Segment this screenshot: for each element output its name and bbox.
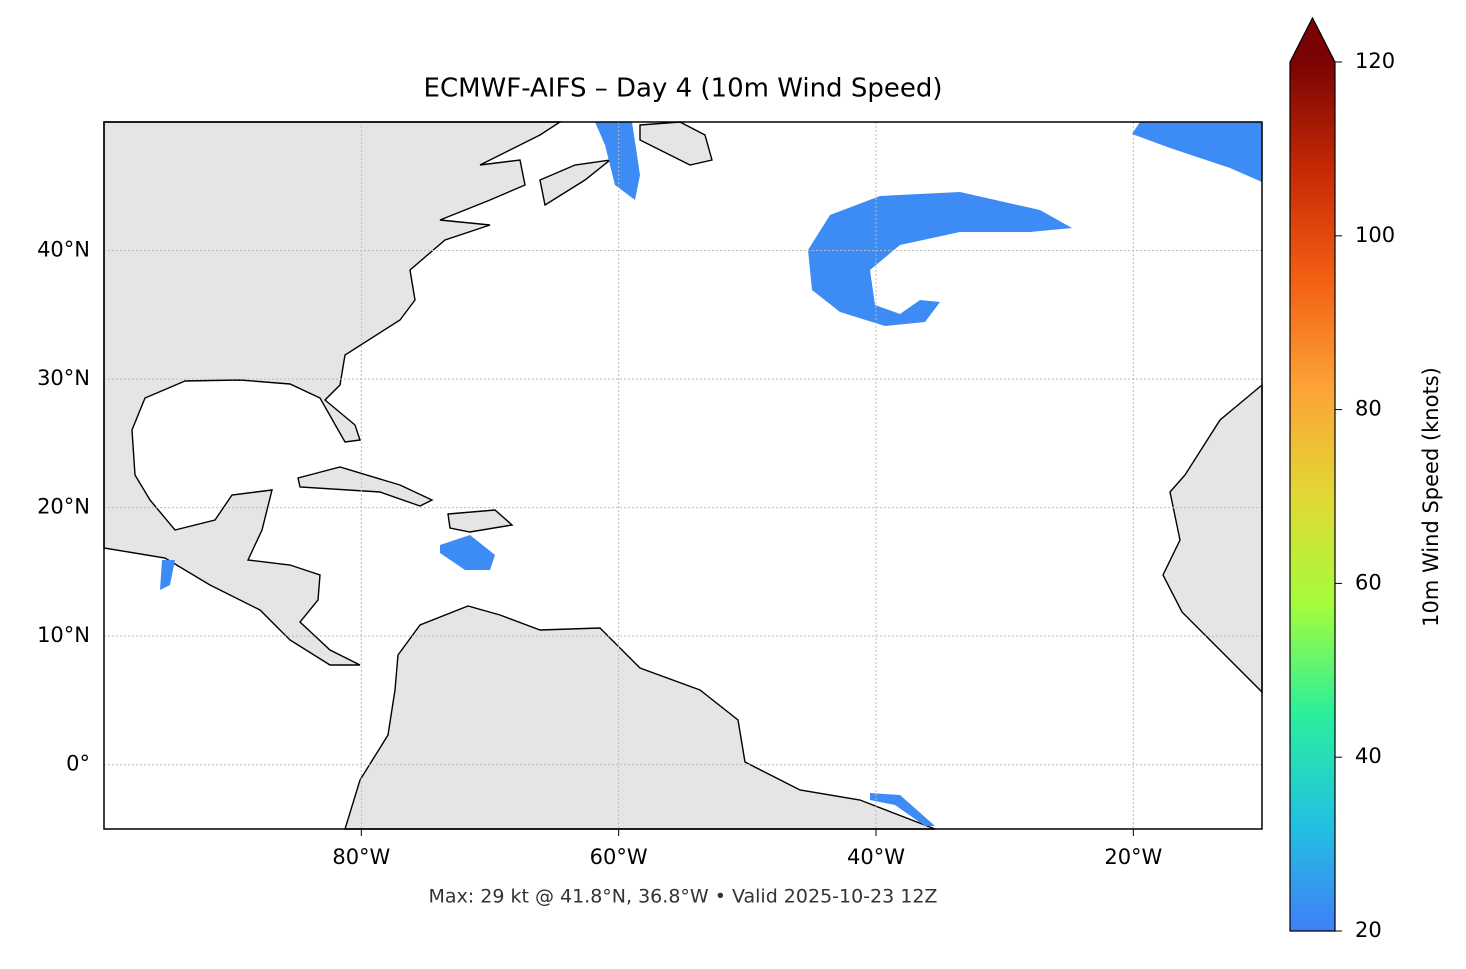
colorbar-tick-label: 80 [1355, 397, 1382, 421]
x-tick-label: 60°W [590, 845, 648, 869]
title: ECMWF-AIFS – Day 4 (10m Wind Speed) [424, 74, 943, 104]
y-tick-label: 40°N [37, 238, 90, 262]
newfoundland [639, 121, 713, 166]
colorbar-tick-label: 120 [1355, 49, 1395, 73]
colorbar: 20 40 60 80 100 120 [1289, 16, 1395, 942]
colorbar-outline [1289, 16, 1336, 932]
colorbar-fill [1290, 62, 1335, 931]
colorbar-tick-label: 40 [1355, 744, 1382, 768]
south-america [344, 605, 936, 830]
wind-swath [440, 535, 495, 570]
map-layer [103, 121, 1263, 830]
x-tick-label: 40°W [847, 845, 905, 869]
wind-swath [870, 793, 935, 826]
colorbar-tick-label: 60 [1355, 570, 1382, 594]
africa [1162, 383, 1263, 694]
wind-swath [160, 560, 175, 590]
y-tick-label: 20°N [37, 495, 90, 519]
map-frame [103, 121, 1263, 830]
y-tick-label: 30°N [37, 366, 90, 390]
cuba [297, 466, 434, 507]
north-america [103, 121, 563, 666]
wind-swath [595, 122, 640, 200]
y-tick-label: 10°N [37, 623, 90, 647]
y-tick-label: 0° [66, 752, 90, 776]
x-tick-label: 80°W [332, 845, 390, 869]
wind-swath [808, 192, 1072, 326]
colorbar-tick-label: 100 [1355, 223, 1395, 247]
colorbar-label: 10m Wind Speed (knots) [1419, 367, 1443, 627]
grid [104, 122, 1262, 829]
colorbar-tick-label: 20 [1355, 918, 1382, 942]
x-tick-label: 20°W [1104, 845, 1162, 869]
wind-swath [1132, 122, 1262, 182]
hispaniola [447, 509, 514, 533]
colorbar-extend [1290, 18, 1335, 62]
nova-scotia [539, 158, 613, 207]
footnote: Max: 29 kt @ 41.8°N, 36.8°W • Valid 2025… [429, 886, 938, 908]
